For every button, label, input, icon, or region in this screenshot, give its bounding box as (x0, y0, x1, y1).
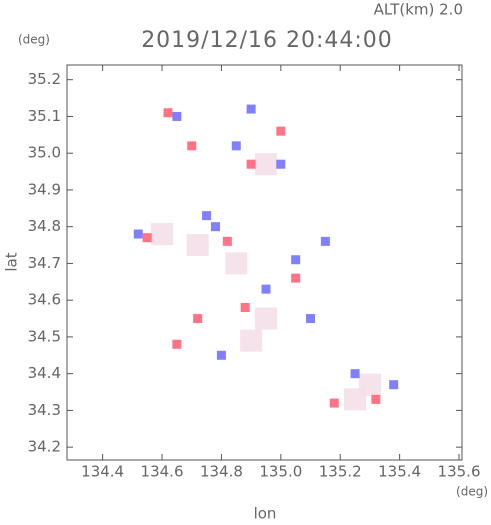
x-tick-label: 135.0 (259, 463, 302, 481)
radar-echo (291, 273, 301, 283)
radar-echo (172, 111, 182, 121)
x-tick-label: 134.6 (141, 463, 184, 481)
radar-echo (344, 388, 367, 411)
radar-echo (254, 153, 277, 176)
radar-echo (240, 303, 250, 313)
radar-echo (329, 398, 339, 408)
radar-echo (172, 339, 182, 349)
radar-echo (163, 108, 173, 118)
y-axis-label: lat (3, 252, 21, 271)
plot-frame (66, 64, 463, 461)
y-tick-label: 34.4 (28, 364, 61, 382)
y-tick-label: 35.2 (28, 70, 61, 88)
radar-echo (151, 223, 174, 246)
y-tick-label: 34.3 (28, 401, 61, 419)
radar-echo (291, 255, 301, 265)
radar-echo (240, 329, 263, 352)
y-tick-label: 34.6 (28, 291, 61, 309)
x-tick-label: 135.2 (319, 463, 362, 481)
radar-echo (222, 236, 232, 246)
radar-echo (350, 369, 360, 379)
radar-echo (202, 211, 212, 221)
radar-echo (276, 159, 286, 169)
radar-echo (133, 229, 143, 239)
radar-echo (246, 104, 256, 114)
y-tick-label: 34.5 (28, 327, 61, 345)
radar-echo (306, 314, 316, 324)
radar-echo (186, 234, 209, 257)
radar-echo (389, 380, 399, 390)
y-tick-label: 34.7 (28, 254, 61, 272)
y-unit: (deg) (18, 33, 50, 47)
radar-echo (231, 141, 241, 151)
radar-echo (187, 141, 197, 151)
x-tick-label: 134.8 (200, 463, 243, 481)
x-tick-label: 134.4 (81, 463, 124, 481)
y-tick-label: 35.1 (28, 107, 61, 125)
chart-subtitle: ALT(km) 2.0 (374, 1, 463, 19)
radar-echo (142, 233, 152, 243)
radar-echo (225, 252, 248, 275)
radar-echo (320, 236, 330, 246)
radar-echo (246, 159, 256, 169)
x-tick-label: 135.4 (378, 463, 421, 481)
x-unit: (deg) (456, 485, 488, 499)
chart-title: 2019/12/16 20:44:00 (141, 28, 393, 53)
radar-echo (216, 350, 226, 360)
x-tick-label: 135.6 (438, 463, 481, 481)
radar-echo (254, 307, 277, 330)
y-tick-label: 34.9 (28, 180, 61, 198)
y-tick-label: 35.0 (28, 144, 61, 162)
x-axis-label: lon (254, 505, 277, 522)
y-tick-label: 34.2 (28, 438, 61, 456)
radar-echo (210, 222, 220, 232)
radar-echo (276, 126, 286, 136)
radar-echo (193, 314, 203, 324)
radar-echo (261, 284, 271, 294)
radar-echo (371, 394, 381, 404)
y-tick-label: 34.8 (28, 217, 61, 235)
